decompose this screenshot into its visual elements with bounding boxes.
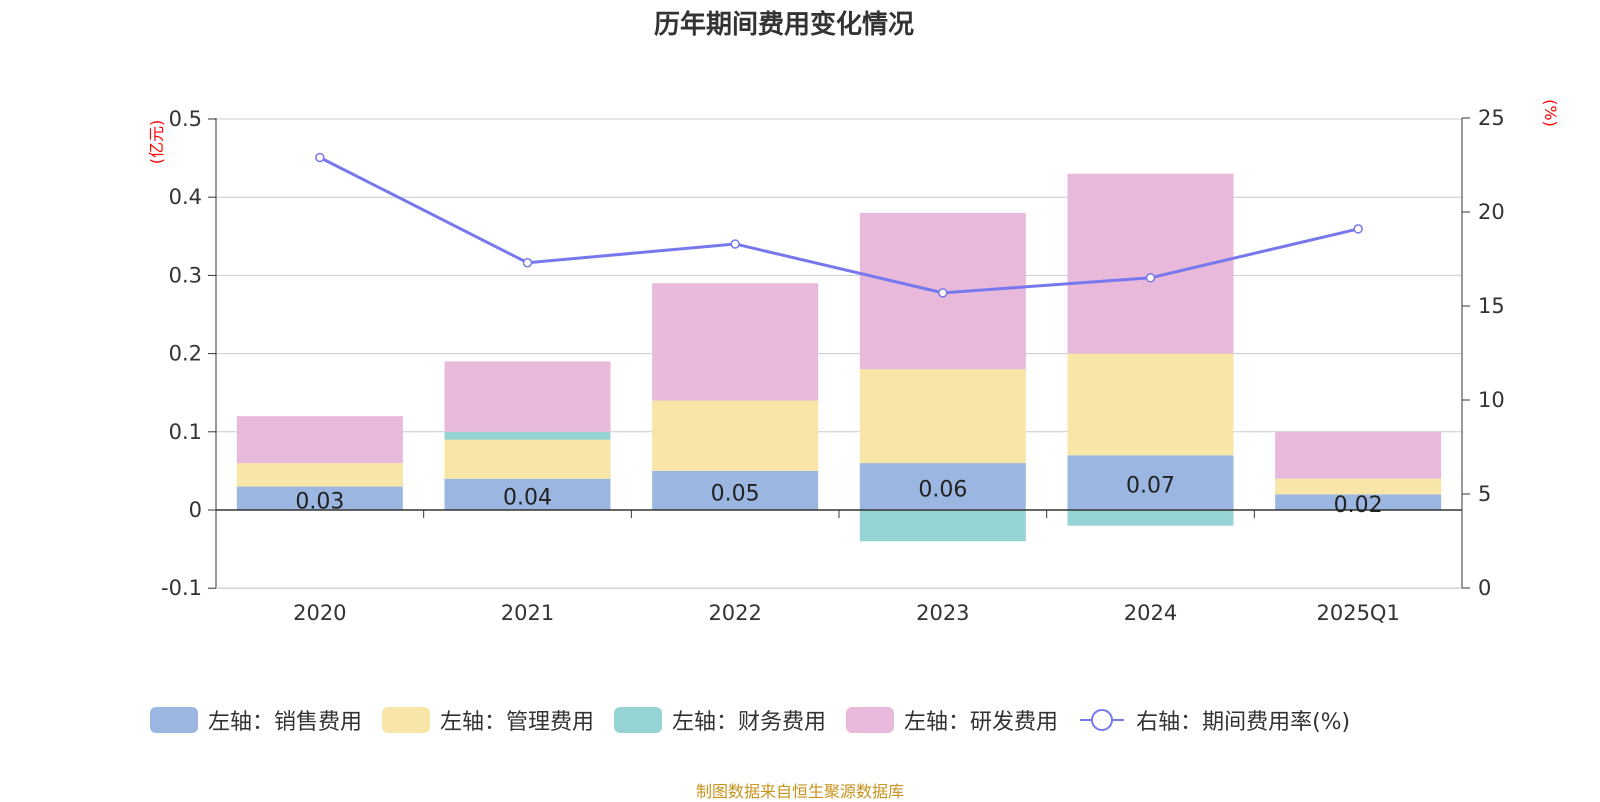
point-rate xyxy=(1353,224,1363,234)
y-left-tick-label: 0.5 xyxy=(169,107,202,131)
bar-rd xyxy=(1275,431,1442,479)
y-right-tick-label: 5 xyxy=(1478,482,1491,506)
y-left-tick-label: 0.3 xyxy=(169,263,202,287)
source-note: 制图数据来自恒生聚源数据库 xyxy=(695,782,904,801)
bar-finance xyxy=(444,431,611,440)
bar-rd xyxy=(444,361,611,432)
y-left-tick-label: 0.4 xyxy=(169,185,202,209)
point-rate xyxy=(938,288,948,298)
legend-item-rate[interactable]: 右轴：期间费用率(%) xyxy=(1078,704,1350,736)
legend-swatch-finance xyxy=(614,707,663,733)
bar-admin xyxy=(652,400,819,471)
legend-swatch-rd xyxy=(846,707,895,733)
legend-swatch-admin xyxy=(382,707,431,733)
bar-sales xyxy=(1275,494,1442,510)
data-label-sales: 0.05 xyxy=(711,481,760,506)
legend-item-finance[interactable]: 左轴：财务费用 xyxy=(614,704,826,736)
point-rate xyxy=(730,239,740,249)
x-tick-label: 2023 xyxy=(916,601,969,625)
legend-swatch-sales xyxy=(150,707,198,733)
data-label-sales: 0.06 xyxy=(918,478,967,503)
legend-label-sales: 左轴：销售费用 xyxy=(208,710,363,735)
y-left-tick-label: 0.2 xyxy=(169,342,202,366)
x-tick-label: 2022 xyxy=(708,601,761,625)
bar-sales xyxy=(236,486,403,510)
x-tick-label: 2021 xyxy=(501,601,554,625)
legend-item-sales[interactable]: 左轴：销售费用 xyxy=(150,704,362,736)
point-rate xyxy=(315,152,325,163)
data-label-sales: 0.02 xyxy=(1334,493,1383,518)
x-tick-label: 2020 xyxy=(293,601,346,625)
y-left-unit-label: (亿元) xyxy=(147,120,166,165)
legend-item-rd[interactable]: 左轴：研发费用 xyxy=(846,704,1058,736)
legend-label-rate: 右轴：期间费用率(%) xyxy=(1136,710,1351,735)
bar-admin xyxy=(859,369,1026,464)
bar-sales xyxy=(444,478,611,510)
point-rate xyxy=(1145,273,1156,283)
chart-title: 历年期间费用变化情况 xyxy=(653,10,914,40)
bar-rd xyxy=(236,416,403,464)
y-right-tick-label: 15 xyxy=(1478,294,1505,318)
bar-finance xyxy=(859,510,1026,542)
bar-finance xyxy=(1067,510,1234,526)
legend-item-admin[interactable]: 左轴：管理费用 xyxy=(382,704,594,736)
bar-admin xyxy=(1275,478,1442,495)
legend-label-finance: 左轴：财务费用 xyxy=(672,710,827,735)
data-label-sales: 0.03 xyxy=(295,489,344,514)
line-marker-icon xyxy=(1080,709,1125,731)
y-right-unit-label: (%) xyxy=(1541,99,1560,127)
bar-sales xyxy=(859,463,1026,510)
legend: 左轴：销售费用 左轴：管理费用 左轴：财务费用 左轴：研发费用 右轴：期间费用率… xyxy=(150,704,1370,736)
y-left-tick-label: -0.1 xyxy=(161,576,202,600)
bar-admin xyxy=(236,463,403,487)
bar-admin xyxy=(1067,353,1234,456)
y-left-tick-label: 0.1 xyxy=(169,420,202,444)
y-right-tick-label: 20 xyxy=(1478,200,1505,224)
x-tick-label: 2024 xyxy=(1124,601,1177,625)
bar-rd xyxy=(652,283,819,401)
bar-admin xyxy=(444,439,611,479)
point-rate xyxy=(522,258,533,268)
y-right-tick-label: 0 xyxy=(1478,576,1491,600)
x-tick-label: 2025Q1 xyxy=(1316,601,1399,625)
y-right-tick-label: 10 xyxy=(1478,388,1505,412)
legend-label-admin: 左轴：管理费用 xyxy=(440,710,595,735)
y-right-tick-label: 25 xyxy=(1478,106,1505,130)
y-left-tick-label: 0 xyxy=(189,498,202,522)
data-label-sales: 0.07 xyxy=(1126,474,1175,499)
line-rate xyxy=(319,156,1359,295)
data-label-sales: 0.04 xyxy=(503,485,552,510)
bar-sales xyxy=(652,470,819,510)
legend-label-rd: 左轴：研发费用 xyxy=(904,710,1059,735)
bar-sales xyxy=(1067,455,1234,510)
